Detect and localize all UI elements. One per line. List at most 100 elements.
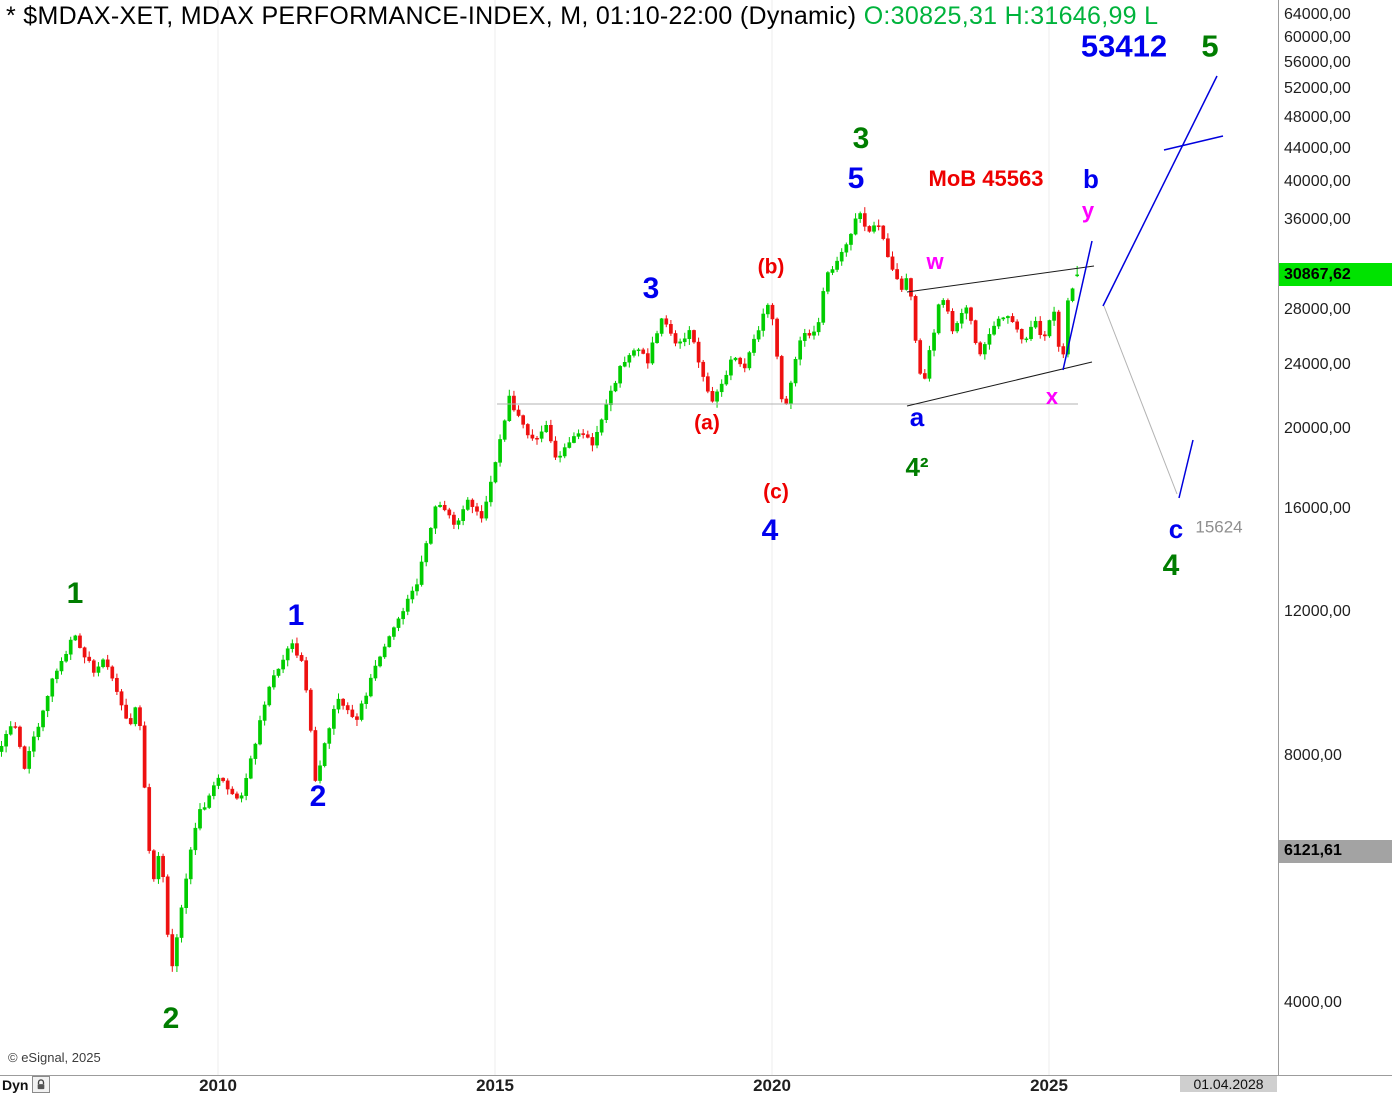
price-tick-20000: 20000,00 bbox=[1284, 420, 1351, 438]
wave-label-3[interactable]: 3 bbox=[852, 122, 870, 155]
wave-label-2[interactable]: 2 bbox=[309, 780, 327, 813]
price-tick-4000: 4000,00 bbox=[1284, 994, 1342, 1011]
candle-body bbox=[313, 730, 318, 781]
candle-body bbox=[1038, 320, 1043, 335]
channel-bottom-line[interactable] bbox=[906, 361, 1093, 407]
wave-label-53412[interactable]: 53412 bbox=[1080, 28, 1168, 64]
candle-body bbox=[142, 725, 147, 788]
wave-label-1[interactable]: 1 bbox=[66, 577, 84, 610]
wave-label-x[interactable]: x bbox=[1045, 384, 1059, 409]
wave-label-c[interactable]: c bbox=[1168, 514, 1184, 544]
candle-body bbox=[632, 350, 636, 356]
candle-body bbox=[253, 743, 258, 759]
candle-body bbox=[669, 324, 673, 334]
candle-body bbox=[946, 300, 950, 312]
candle-body bbox=[387, 636, 392, 648]
candle-body bbox=[221, 777, 225, 782]
candle-body bbox=[862, 213, 867, 227]
candle-body bbox=[262, 704, 267, 721]
price-tick-8000: 8000,00 bbox=[1284, 747, 1342, 764]
candle-body bbox=[392, 627, 396, 637]
candle-body bbox=[978, 342, 983, 355]
candle-body bbox=[216, 777, 221, 786]
alt-scenario-tick[interactable] bbox=[1178, 439, 1194, 499]
candle-body bbox=[650, 342, 655, 364]
candle-body bbox=[719, 383, 724, 393]
wave-label-y[interactable]: y bbox=[1081, 198, 1095, 223]
candle-body bbox=[641, 349, 646, 354]
candle-body bbox=[867, 226, 872, 232]
chart-canvas[interactable] bbox=[0, 0, 1278, 1075]
wave-label-(b)[interactable]: (b) bbox=[757, 255, 785, 279]
wave-label-b[interactable]: b bbox=[1083, 164, 1099, 194]
candles[interactable] bbox=[0, 207, 1080, 973]
candle-body bbox=[447, 509, 452, 516]
candle-body bbox=[248, 758, 253, 779]
candle-body bbox=[581, 433, 586, 435]
wave-label-3[interactable]: 3 bbox=[642, 272, 660, 305]
candle-body bbox=[622, 361, 627, 367]
candle-body bbox=[682, 338, 687, 343]
wave-label-MoB 45563[interactable]: MoB 45563 bbox=[928, 166, 1044, 191]
candle-body bbox=[230, 788, 235, 795]
wave-label-w[interactable]: w bbox=[926, 249, 944, 274]
candle-body bbox=[784, 398, 789, 405]
wave-label-4²[interactable]: 4² bbox=[905, 452, 929, 482]
time-tick-2015: 2015 bbox=[476, 1076, 514, 1094]
alt-scenario-line[interactable] bbox=[1103, 305, 1178, 495]
wave-label-15624[interactable]: 15624 bbox=[1195, 517, 1243, 537]
candle-body bbox=[179, 907, 184, 938]
candle-body bbox=[82, 647, 87, 658]
chart-title: * $MDAX-XET, MDAX PERFORMANCE-INDEX, M, … bbox=[6, 2, 1158, 31]
candle-body bbox=[202, 807, 207, 810]
candle-body bbox=[488, 481, 493, 503]
candle-body bbox=[899, 278, 904, 290]
candle-body bbox=[733, 357, 738, 361]
wave-label-(a)[interactable]: (a) bbox=[694, 411, 720, 435]
candle-body bbox=[165, 876, 170, 935]
wave-label-a[interactable]: a bbox=[909, 402, 925, 432]
channel-top-line[interactable] bbox=[906, 265, 1095, 293]
candle-body bbox=[678, 341, 682, 344]
page-tab-dyn[interactable]: Dyn bbox=[2, 1076, 51, 1093]
candle-body bbox=[673, 333, 678, 344]
wave-label-5[interactable]: 5 bbox=[1201, 28, 1219, 64]
time-tick-2010: 2010 bbox=[199, 1076, 237, 1094]
price-tick-56000: 56000,00 bbox=[1284, 53, 1351, 71]
wave-label-5[interactable]: 5 bbox=[847, 162, 865, 195]
candle-body bbox=[73, 635, 78, 641]
candle-body bbox=[498, 439, 502, 463]
page-tab-label: Dyn bbox=[2, 1076, 29, 1093]
price-tick-40000: 40000,00 bbox=[1284, 173, 1351, 191]
wave-label-1[interactable]: 1 bbox=[287, 599, 305, 632]
candle-body bbox=[452, 514, 456, 525]
wave-label-4[interactable]: 4 bbox=[761, 514, 779, 547]
candle-body bbox=[341, 698, 345, 706]
candle-body bbox=[659, 318, 664, 334]
candle-body bbox=[876, 225, 881, 227]
projection-tick[interactable] bbox=[1163, 135, 1224, 151]
candle-body bbox=[110, 666, 115, 679]
wave-label-4[interactable]: 4 bbox=[1162, 549, 1180, 582]
candle-body bbox=[502, 420, 507, 440]
candle-body bbox=[687, 330, 692, 339]
candle-body bbox=[1001, 317, 1006, 320]
wave-label-(c)[interactable]: (c) bbox=[763, 480, 789, 504]
time-axis[interactable]: Dyn 01.04.2028 2010 2015 2020 2025 bbox=[0, 1076, 1392, 1094]
candle-body bbox=[479, 511, 484, 519]
wave5-projection-line[interactable] bbox=[1102, 75, 1218, 307]
candle-body bbox=[927, 350, 932, 379]
candle-body bbox=[272, 675, 276, 688]
rally-projection-line[interactable] bbox=[1062, 240, 1093, 371]
annotations-layer: 1 2 1 2 3 (a) (b) (c) 4 3 5 MoB 45563 b y w x a 4² 53412 5 c… bbox=[66, 28, 1243, 1035]
candle-body bbox=[78, 635, 82, 648]
chart-plot-area[interactable]: 1 2 1 2 3 (a) (b) (c) 4 3 5 MoB 45563 b y w x a 4² 53412 5 c… bbox=[0, 0, 1278, 1075]
price-tick-12000: 12000,00 bbox=[1284, 602, 1351, 620]
candle-body bbox=[424, 543, 429, 563]
wave-label-2[interactable]: 2 bbox=[162, 1002, 180, 1035]
candle-body bbox=[8, 726, 13, 735]
candle-body bbox=[1047, 320, 1052, 337]
candle-body bbox=[932, 332, 936, 351]
price-axis[interactable]: 30867,62 6121,61 64000,00 60000,00 56000,0… bbox=[1279, 0, 1392, 1075]
candle-body bbox=[207, 795, 212, 808]
